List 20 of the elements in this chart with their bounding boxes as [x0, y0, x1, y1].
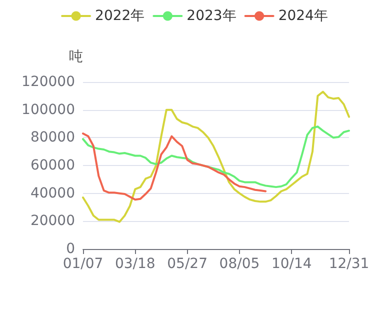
legend-label: 2022年	[95, 8, 145, 24]
x-tick-label: 12/31	[328, 256, 370, 272]
y-tick-label: 100000	[22, 102, 75, 118]
x-tick-label: 03/18	[114, 256, 156, 272]
x-tick-label: 10/14	[271, 256, 312, 272]
y-tick-label: 40000	[30, 185, 75, 202]
y-tick-label: 60000	[30, 158, 75, 174]
y-tick-label: 20000	[30, 213, 75, 230]
legend-label: 2023年	[186, 8, 236, 24]
x-tick-label: 08/05	[219, 256, 260, 272]
y-tick-label: 120000	[22, 74, 75, 90]
legend-label: 2024年	[278, 8, 328, 24]
y-axis-title: 吨	[69, 49, 83, 65]
x-tick-label: 05/27	[167, 256, 208, 272]
line-series	[82, 126, 350, 188]
line-series	[82, 90, 350, 223]
y-tick-label: 0	[66, 241, 75, 257]
y-tick-label: 80000	[30, 130, 75, 146]
line-series	[82, 132, 267, 201]
x-tick-label: 01/07	[62, 256, 104, 272]
